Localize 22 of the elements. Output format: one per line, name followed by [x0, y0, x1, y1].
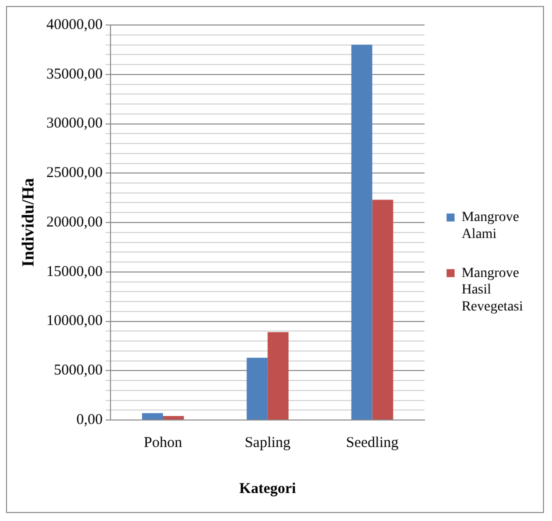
bar [372, 200, 394, 420]
bar [162, 416, 184, 420]
x-tick-label: Sapling [244, 434, 292, 451]
bar [268, 332, 289, 420]
y-tick-label: 0,00 [76, 412, 103, 428]
y-tick-label: 25000,00 [46, 165, 103, 182]
x-axis-title: Kategori [239, 480, 296, 497]
y-axis-title: Individu/Ha [18, 178, 38, 267]
y-tick-label: 35000,00 [46, 66, 103, 82]
x-tick-label: Pohon [144, 434, 183, 451]
y-tick-label: 15000,00 [46, 264, 103, 280]
y-tick-label: 5000,00 [54, 362, 103, 379]
legend-label: Mangrove Hasil Revegetasi [462, 266, 524, 314]
bar [351, 44, 372, 420]
y-tick-label: 40000,00 [46, 16, 103, 33]
y-tick-label: 10000,00 [46, 313, 103, 330]
y-tick-label: 20000,00 [46, 214, 103, 230]
bar [246, 358, 268, 420]
bar [142, 413, 163, 420]
x-tick-label: Seedling [346, 434, 399, 451]
legend-label: Mangrove Alami [462, 210, 520, 242]
y-tick-label: 30000,00 [46, 116, 103, 132]
